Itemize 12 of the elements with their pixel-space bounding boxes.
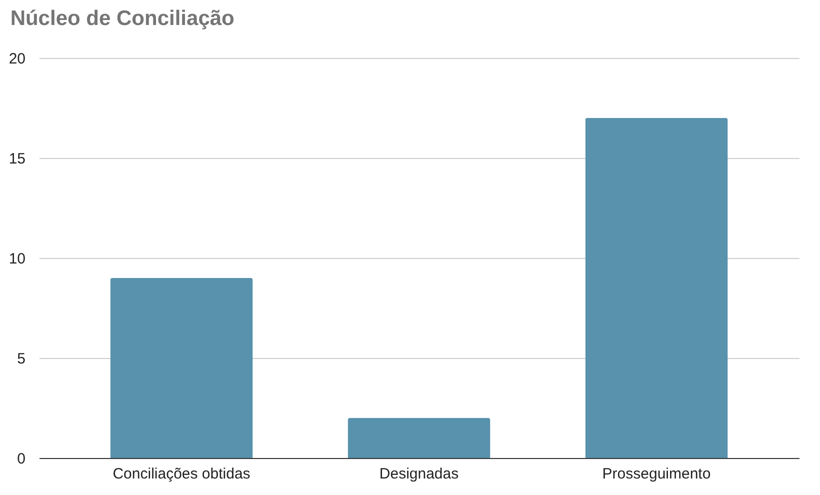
y-tick-label: 15 — [8, 150, 26, 168]
bar — [585, 118, 728, 458]
bar — [110, 278, 253, 458]
x-tick-label: Designadas — [379, 466, 459, 482]
chart-title: Núcleo de Conciliação — [10, 7, 234, 30]
x-tick-label: Prosseguimento — [602, 466, 711, 482]
y-tick-label: 10 — [8, 250, 26, 268]
bar — [348, 418, 490, 458]
y-tick-label: 5 — [17, 350, 26, 368]
y-tick-label: 0 — [17, 450, 26, 468]
y-tick-label: 20 — [8, 50, 26, 68]
x-tick-label: Conciliações obtidas — [112, 466, 250, 482]
